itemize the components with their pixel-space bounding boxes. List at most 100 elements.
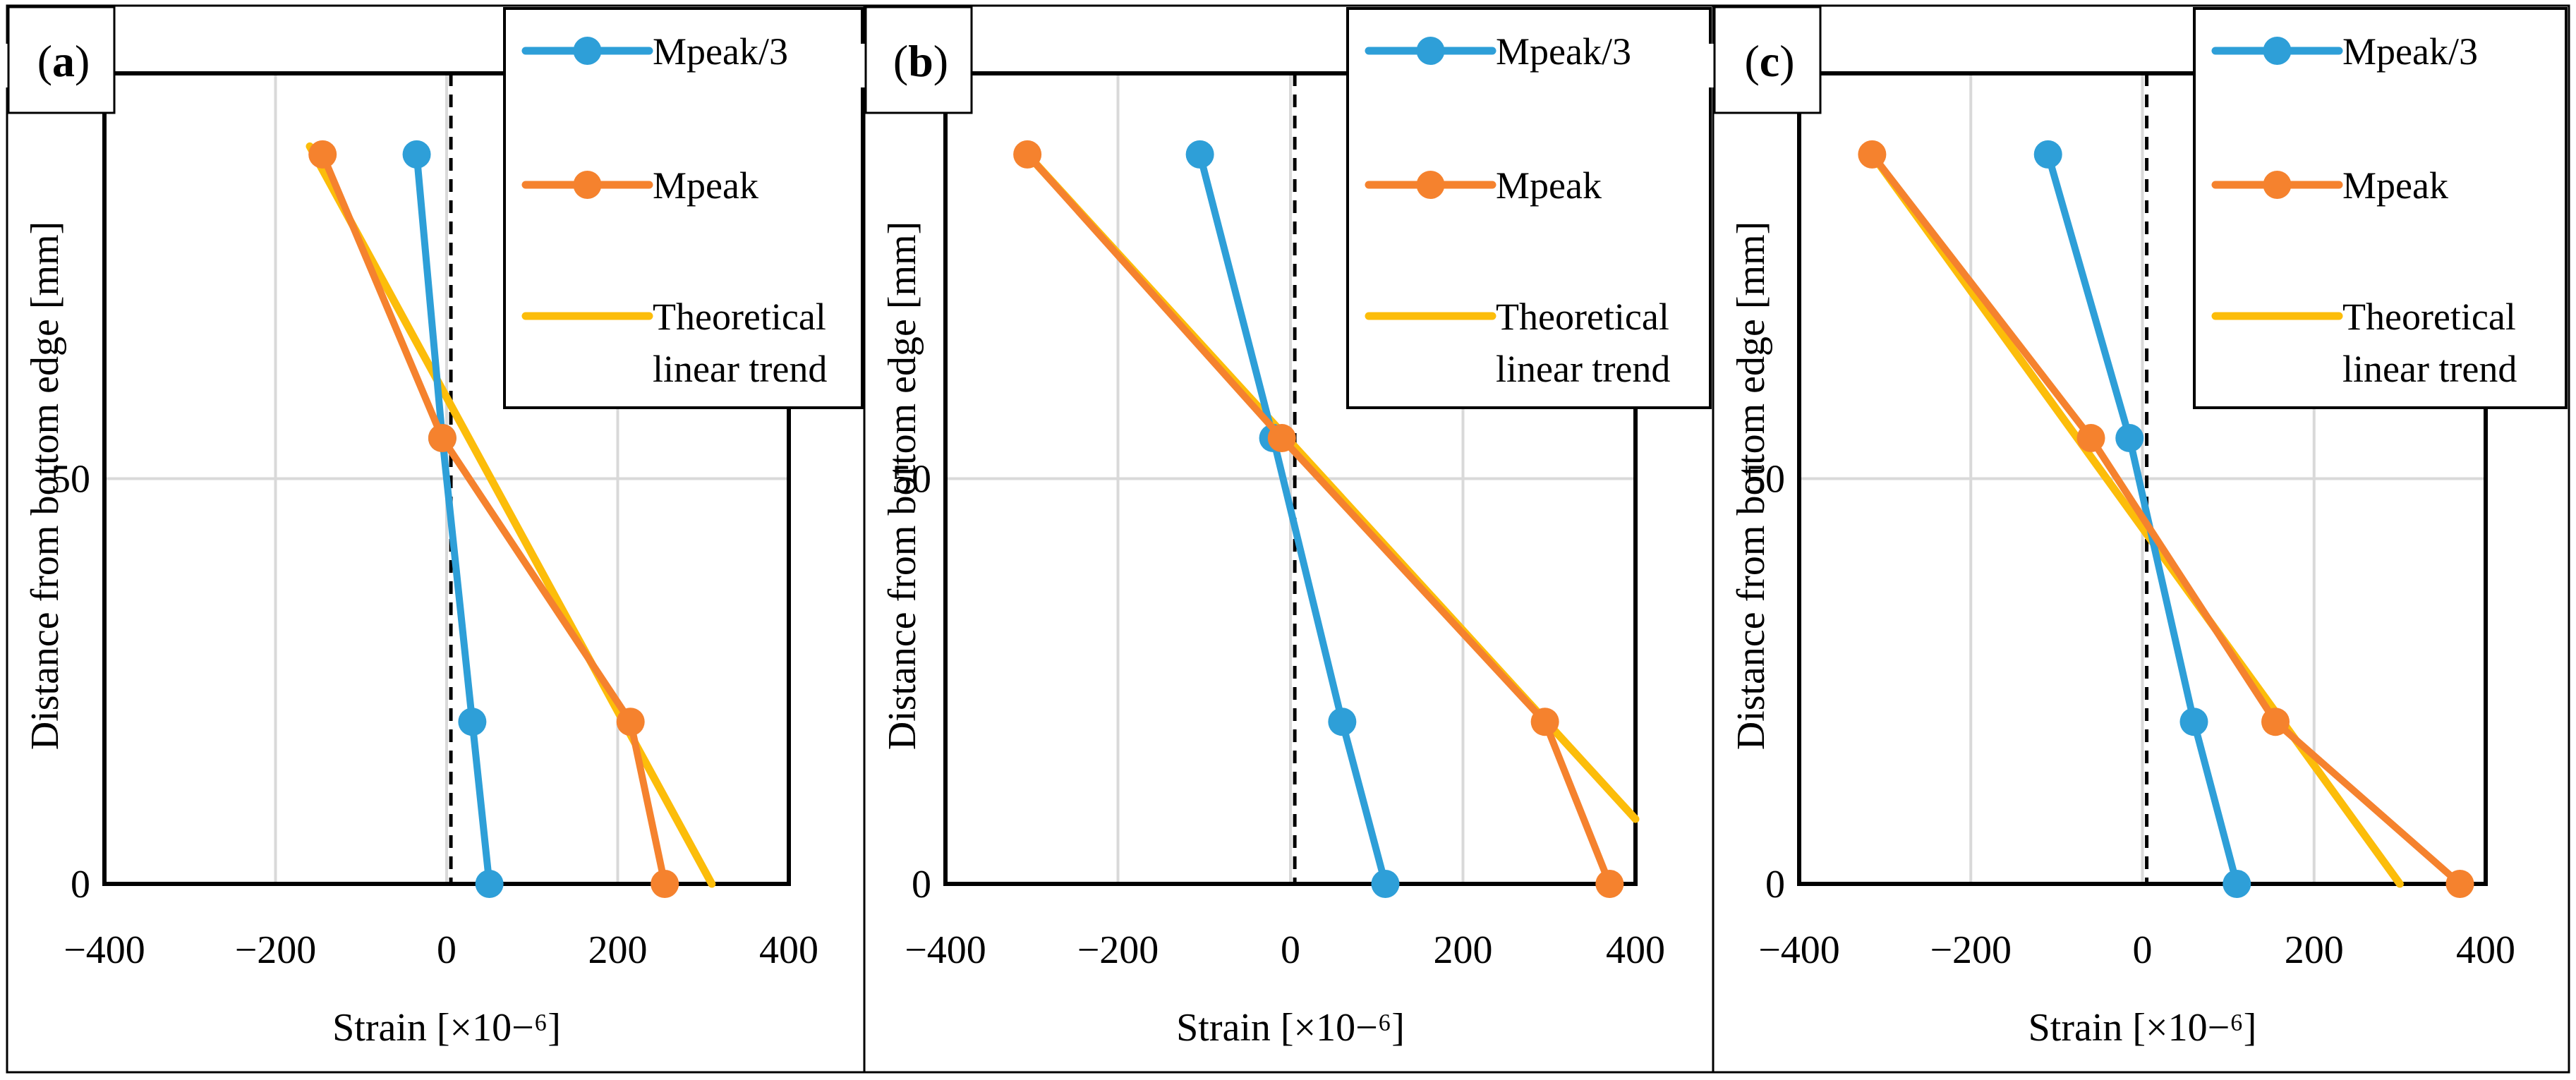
legend-swatch-marker (1416, 171, 1445, 199)
series-mpeak (308, 140, 679, 898)
legend-swatch-marker (1416, 37, 1445, 65)
panel-label-paren: ) (75, 36, 90, 86)
series-line (1024, 150, 1614, 887)
legend-label-line: Theoretical (2342, 296, 2516, 338)
data-point (308, 140, 337, 169)
series-mpeak-third (402, 140, 504, 898)
series-line (413, 150, 493, 887)
data-point (2115, 424, 2144, 453)
chart-panel-c: −400−2000200400050100Strain [×10−⁶]Dista… (1693, 4, 2570, 1074)
data-point (1328, 708, 1357, 736)
series-line (319, 150, 669, 887)
legend-swatch-marker (573, 37, 602, 65)
x-tick-label: −200 (1077, 928, 1159, 972)
data-point (428, 424, 456, 453)
legend: Mpeak/3 Mpeak Theoretical linear trend (2193, 7, 2568, 409)
panel-label-paren: ( (893, 36, 908, 86)
legend-label: Mpeak/3 (653, 30, 788, 73)
data-point (1185, 140, 1214, 169)
panel-label: (b) (893, 36, 948, 86)
panel-label-box (864, 6, 973, 114)
panel-label-letter: b (908, 36, 933, 86)
legend-label: Theoretical linear trend (1496, 296, 1670, 390)
plot-area-border (943, 71, 1638, 886)
x-tick-label: −200 (1930, 928, 2012, 972)
panel-label-paren: ) (933, 36, 948, 86)
x-tick-label: 400 (2456, 928, 2515, 972)
legend-label-line: Mpeak (2342, 164, 2448, 207)
series-theoretical-trend (306, 142, 716, 888)
legend-label-line: Mpeak/3 (2342, 30, 2478, 73)
panel-label-paren: ( (1744, 36, 1759, 86)
legend-swatch-marker (2263, 37, 2292, 65)
legend-label-line: Mpeak (1496, 164, 1602, 207)
legend-label: Mpeak/3 (2342, 30, 2478, 73)
y-tick-label: 0 (912, 863, 931, 906)
x-tick-label: 0 (437, 928, 456, 972)
y-tick-label: 50 (51, 458, 90, 502)
legend-label: Mpeak/3 (1496, 30, 1631, 73)
legend-label: Mpeak (653, 164, 758, 207)
series-line (306, 142, 716, 888)
legend-label: Mpeak (2342, 164, 2448, 207)
data-point (1267, 424, 1296, 453)
panel-label: (c) (1744, 36, 1794, 86)
panel-label-box (1713, 6, 1822, 114)
data-point (1371, 870, 1400, 898)
data-point (2076, 424, 2105, 453)
y-axis-title: Distance from bottom edge [mm] (23, 222, 67, 751)
legend-box (503, 7, 864, 409)
legend-label-line: Theoretical (1496, 296, 1669, 338)
x-tick-label: 200 (2285, 928, 2344, 972)
legend-box (2193, 7, 2568, 409)
data-point (2223, 870, 2251, 898)
legend-box (1346, 7, 1712, 409)
series-line (1868, 150, 2404, 888)
chart-panel-a: −400−2000200400050100Strain [×10−⁶]Dista… (0, 4, 866, 1074)
y-tick-label: 50 (892, 458, 931, 502)
legend-swatch-marker (573, 171, 602, 199)
y-tick-label: 0 (1765, 863, 1785, 906)
data-point (1595, 870, 1624, 898)
legend-swatch-marker (2263, 171, 2292, 199)
series-line (1868, 150, 2464, 887)
data-point (651, 870, 679, 898)
panel-label: (a) (37, 36, 90, 86)
legend-label: Theoretical linear trend (653, 296, 827, 390)
data-point (1858, 140, 1887, 169)
data-point (1013, 140, 1042, 169)
legend-label-line: linear trend (1496, 348, 1670, 390)
x-tick-label: 0 (1281, 928, 1300, 972)
x-tick-label: −400 (64, 928, 145, 972)
data-point (475, 870, 504, 898)
y-axis-title: Distance from bottom edge [mm] (881, 222, 924, 751)
panel-label-box (7, 6, 116, 114)
x-tick-label: 200 (1434, 928, 1493, 972)
series-line (2044, 150, 2241, 887)
x-tick-label: −200 (235, 928, 317, 972)
y-axis-title: Distance from bottom edge [mm] (1729, 222, 1773, 751)
x-tick-label: 400 (1606, 928, 1665, 972)
data-point (616, 708, 645, 736)
y-tick-label: 0 (71, 863, 90, 906)
series-line (1196, 150, 1389, 887)
data-point (2445, 870, 2474, 898)
panel-label-letter: c (1760, 36, 1779, 86)
legend-label-line: Mpeak/3 (1496, 30, 1631, 73)
plot-area-border (1797, 71, 2488, 886)
x-tick-label: −400 (905, 928, 986, 972)
legend-label-line: Mpeak (653, 164, 758, 207)
plot-area-border (102, 71, 791, 886)
panel-label-paren: ) (1779, 36, 1794, 86)
x-axis-title: Strain [×10−⁶] (2028, 1006, 2257, 1050)
series-theoretical-trend (1868, 150, 2404, 888)
legend: Mpeak/3 Mpeak Theoretical linear trend (503, 7, 864, 409)
data-point (2179, 708, 2208, 736)
panel-label-letter: a (52, 36, 75, 86)
legend-label-line: linear trend (2342, 348, 2517, 390)
legend: Mpeak/3 Mpeak Theoretical linear trend (1346, 7, 1712, 409)
data-point (2261, 708, 2290, 736)
data-point (402, 140, 431, 169)
x-tick-label: 0 (2133, 928, 2153, 972)
